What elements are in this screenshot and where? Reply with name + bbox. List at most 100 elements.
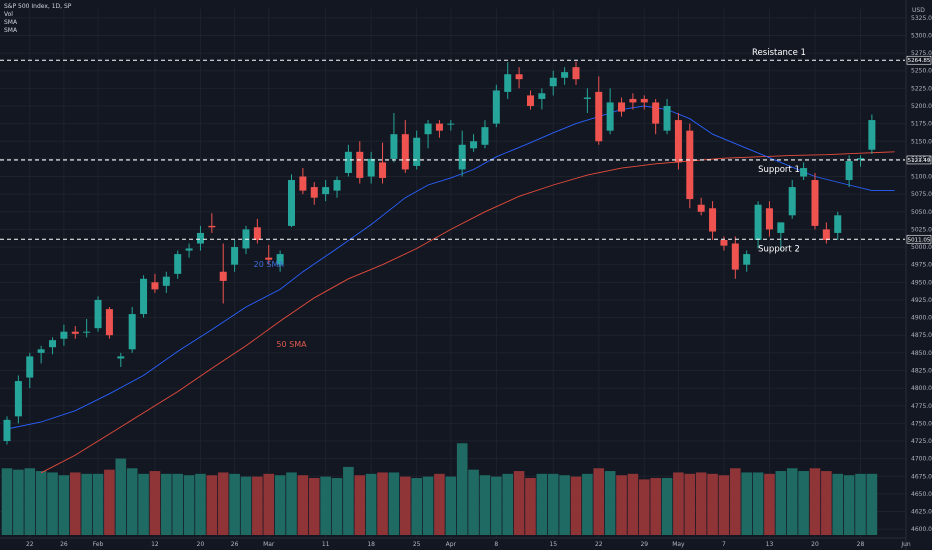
volume-bar [616, 475, 627, 535]
symbol-title[interactable]: S&P 500 Index, 1D, SP [4, 3, 72, 10]
candle-body [629, 98, 637, 103]
candle-body [379, 162, 387, 178]
candle [800, 162, 808, 181]
candle-body [834, 215, 842, 233]
candle [94, 296, 102, 332]
time-tick-label: Mar [263, 541, 275, 548]
candle [60, 324, 68, 346]
volume-bar [559, 475, 570, 535]
volume-bar [661, 478, 673, 535]
volume-bar [183, 475, 195, 535]
candle [652, 98, 660, 135]
candle [754, 201, 762, 249]
level-support-2: Support 2 5011.05 [0, 234, 932, 254]
candle-body [344, 151, 352, 173]
volume-bar [377, 472, 388, 535]
candle-body [515, 74, 523, 80]
candle-body [276, 254, 284, 265]
candle [401, 120, 409, 173]
candle-body [447, 123, 455, 125]
candle [504, 62, 512, 99]
candle-body [356, 151, 364, 178]
candle [356, 141, 364, 184]
candle [618, 97, 626, 117]
volume-bars [1, 443, 878, 535]
candle [379, 142, 387, 184]
price-tick-label: 5150.00 [911, 138, 932, 145]
candle [435, 120, 443, 138]
volume-bar [468, 469, 479, 535]
volume-bar [547, 473, 559, 535]
volume-bar [570, 476, 582, 535]
candle-body [606, 102, 614, 131]
price-tick-label: 4825.00 [911, 367, 932, 374]
candle-body [265, 257, 273, 260]
volume-bar [650, 478, 661, 535]
price-tick-label: 5275.00 [911, 50, 932, 57]
time-axis[interactable]: 22 26 Feb 12 20 26 Mar 11 18 25 Apr 8 15 22 29 May 7 13 20… [0, 537, 911, 548]
candle-body [253, 227, 261, 240]
candle-body [618, 102, 626, 112]
candle-body [401, 134, 409, 170]
candle-body [754, 204, 762, 240]
volume-bar [104, 469, 115, 535]
candle [822, 222, 830, 244]
candle [26, 352, 34, 389]
level-resistance-1: Resistance 1 5264.85 [0, 48, 932, 65]
candle-body [811, 180, 819, 226]
time-tick-label: May [672, 541, 685, 548]
candle-body [868, 120, 876, 150]
candle [219, 243, 227, 304]
candle-body [743, 254, 751, 265]
price-tick-label: 4625.00 [911, 509, 932, 516]
candle-body [686, 130, 694, 200]
volume-bar [126, 468, 138, 535]
candle-body [3, 419, 11, 442]
candles [3, 61, 876, 445]
price-tick-label: 5325.00 [911, 15, 932, 22]
volume-bar [445, 476, 457, 535]
candle [481, 120, 489, 149]
level-price-tag [906, 234, 932, 244]
candle-body [595, 91, 603, 142]
price-axis[interactable]: 4600.00 4625.00 4650.00 4675.00 4700.00 4725.… [905, 0, 932, 550]
candle-body [322, 187, 330, 195]
price-tick-label: 5250.00 [911, 68, 932, 75]
volume-bar [320, 476, 331, 535]
candle-body [60, 331, 68, 339]
time-tick-label: 12 [151, 541, 159, 548]
candle-body [196, 232, 204, 244]
candle [128, 307, 136, 353]
candle [3, 416, 11, 445]
candle [49, 337, 57, 355]
candle [686, 123, 694, 209]
indicator-sma-2[interactable]: SMA [4, 27, 18, 34]
candle [322, 180, 330, 202]
indicator-sma-1[interactable]: SMA [4, 19, 18, 26]
candle-body [413, 137, 421, 166]
price-tick-label: 5125.00 [911, 156, 932, 163]
candle-body [777, 222, 785, 233]
price-tick-label: 4675.00 [911, 473, 932, 480]
candle-body [185, 248, 193, 251]
candle-body [492, 90, 500, 124]
candle-body [822, 229, 830, 240]
candle [140, 275, 148, 318]
volume-bar [229, 473, 240, 535]
candle-body [697, 204, 705, 212]
candle [37, 345, 45, 364]
candle-body [219, 271, 227, 281]
candle-body [333, 180, 341, 191]
volume-bar [388, 472, 400, 535]
sma-lines [6, 105, 895, 474]
volume-bar [297, 475, 309, 535]
price-tick-label: 4650.00 [911, 491, 932, 498]
price-tick-label: 5175.00 [911, 121, 932, 128]
price-tick-label: 4600.00 [911, 526, 932, 533]
time-tick-label: 28 [857, 541, 865, 548]
candle-body [663, 105, 671, 131]
indicator-vol[interactable]: Vol [4, 11, 13, 18]
candle-body [458, 144, 466, 170]
candle [663, 98, 671, 135]
